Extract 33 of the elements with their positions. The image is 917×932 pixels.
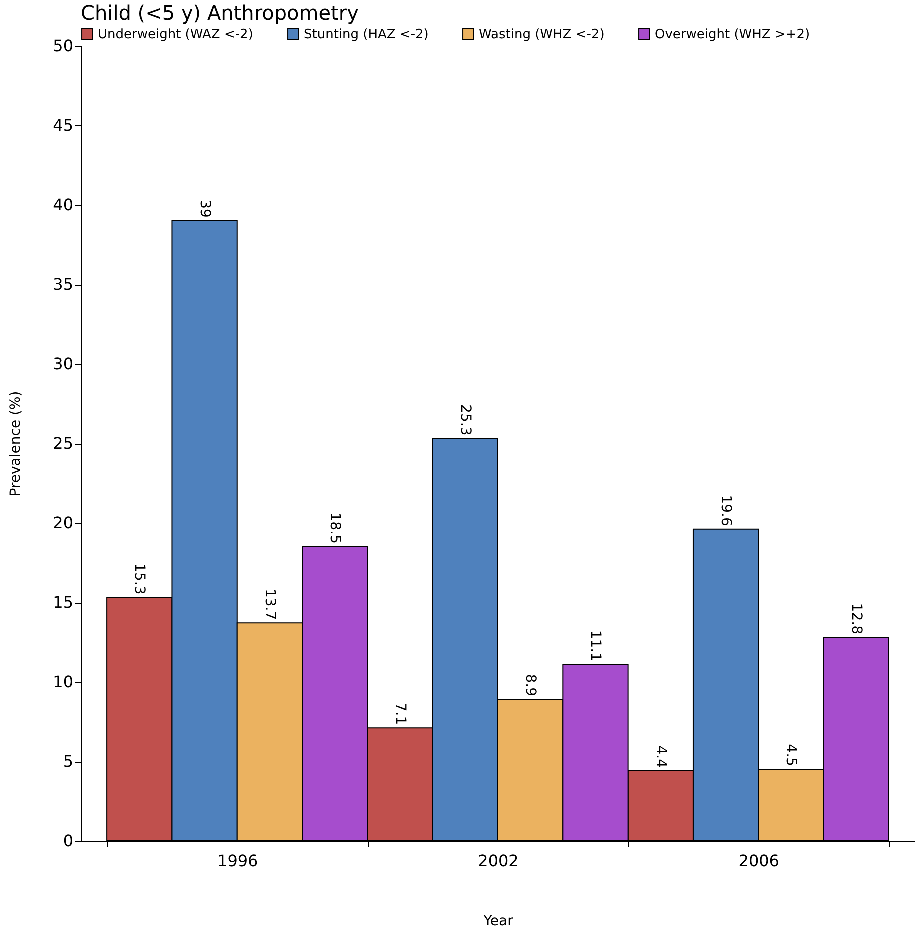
data-label: 4.4 (652, 746, 669, 768)
data-label: 4.5 (783, 744, 800, 766)
legend-label: Overweight (WHZ >+2) (655, 28, 810, 43)
y-tick-label: 0 (63, 832, 74, 850)
chart-title: Child (<5 y) Anthropometry (81, 1, 360, 25)
legend-label: Underweight (WAZ <-2) (98, 28, 254, 43)
y-tick-label: 10 (53, 672, 74, 692)
x-axis-title: Year (482, 914, 514, 930)
data-label: 19.6 (718, 495, 734, 526)
y-tick-label: 50 (53, 36, 74, 56)
y-tick-label: 15 (53, 593, 74, 612)
data-label: 7.1 (392, 702, 408, 726)
x-tick-label: 2002 (478, 852, 519, 870)
data-label: 25.3 (457, 404, 474, 436)
y-tick-label: 30 (53, 354, 74, 374)
x-tick-label: 1996 (218, 852, 258, 870)
y-tick-label: 5 (63, 752, 74, 771)
y-tick-label: 20 (53, 514, 74, 532)
y-tick-label: 25 (53, 434, 74, 453)
x-tick-label: 2006 (738, 852, 780, 870)
y-axis-title: Prevalence (%) (8, 391, 24, 497)
data-label: 15.3 (132, 564, 148, 595)
data-label: 13.7 (262, 589, 278, 620)
y-tick-label: 35 (53, 275, 74, 294)
legend-label: Wasting (WHZ <-2) (479, 28, 605, 43)
y-tick-label: 45 (53, 116, 74, 135)
data-label: 12.8 (848, 603, 864, 634)
legend-label: Stunting (HAZ <-2) (304, 28, 429, 43)
data-label: 18.5 (327, 512, 344, 544)
data-label: 39 (196, 200, 213, 218)
data-label: 11.1 (588, 630, 604, 662)
data-label: 8.9 (522, 674, 539, 696)
y-tick-label: 40 (53, 196, 74, 214)
